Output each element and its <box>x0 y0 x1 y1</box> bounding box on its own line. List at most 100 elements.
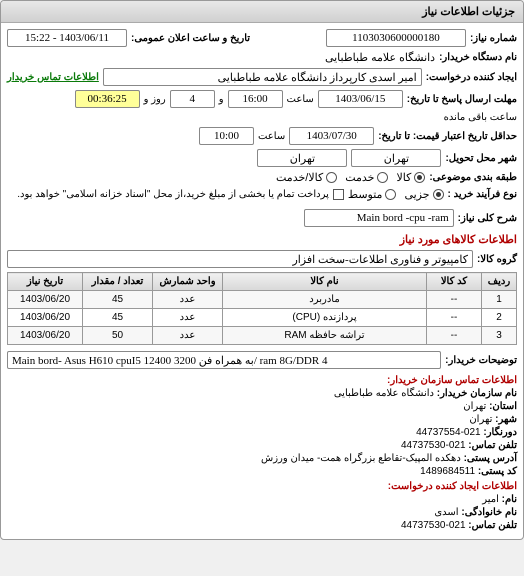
answer-days-input[interactable] <box>170 90 215 108</box>
table-cell: 1 <box>482 291 517 309</box>
table-cell: تراشه حافظه RAM <box>223 327 427 345</box>
row-need-desc: شرح کلی نیاز: <box>7 209 517 227</box>
price-date-input[interactable] <box>289 127 374 145</box>
subject-class-radios: کالا خدمت کالا/خدمت <box>276 171 425 184</box>
row-process-type: نوع فرآیند خرید : جزیی متوسط پرداخت تمام… <box>7 188 517 201</box>
address-value: دهکده المپیک-تقاطع بزرگراه همت- میدان ور… <box>261 453 461 464</box>
radio-both-label: کالا/خدمت <box>276 171 323 184</box>
radio-icon <box>377 172 388 183</box>
need-details-panel: جزئیات اطلاعات نیاز شماره نیاز: تاریخ و … <box>0 0 524 540</box>
table-cell: پردازنده (CPU) <box>223 309 427 327</box>
items-table: ردیف کد کالا نام کالا واحد شمارش تعداد /… <box>7 272 517 345</box>
row-buyer-notes: توضیحات خریدار: <box>7 351 517 369</box>
fax-value: 021-44737554 <box>416 427 481 438</box>
radio-kala[interactable]: کالا <box>396 171 425 184</box>
radio-medium-label: متوسط <box>348 188 383 201</box>
province-value: تهران <box>463 401 486 412</box>
answer-time-input[interactable] <box>228 90 283 108</box>
table-cell: 1403/06/20 <box>8 327 83 345</box>
table-cell: 1403/06/20 <box>8 309 83 327</box>
table-cell: عدد <box>153 309 223 327</box>
requester-label: ایجاد کننده درخواست: <box>426 72 517 83</box>
creator-phone-value: 021-44737530 <box>401 520 466 531</box>
table-cell: -- <box>427 291 482 309</box>
item-group-label: گروه کالا: <box>477 254 517 265</box>
delivery-city-label: شهر محل تحویل: <box>445 153 517 164</box>
panel-title: جزئیات اطلاعات نیاز <box>1 1 523 23</box>
creator-phone: تلفن تماس: 021-44737530 <box>7 520 517 531</box>
delivery-city-input[interactable] <box>257 149 347 167</box>
footer-address: آدرس پستی: دهکده المپیک-تقاطع بزرگراه هم… <box>7 453 517 464</box>
org-name-value: دانشگاه علامه طباطبایی <box>334 388 434 399</box>
row-item-group: گروه کالا: <box>7 250 517 268</box>
table-cell: عدد <box>153 291 223 309</box>
treasury-checkbox[interactable] <box>333 189 344 200</box>
requester-input[interactable] <box>103 68 422 86</box>
need-number-input[interactable] <box>326 29 466 47</box>
row-price-validity: حداقل تاریخ اعتبار قیمت: تا تاریخ: ساعت <box>7 127 517 145</box>
announce-label: تاریخ و ساعت اعلان عمومی: <box>131 33 250 44</box>
radio-service-label: خدمت <box>345 171 374 184</box>
postal-label: کد پستی: <box>478 466 517 477</box>
postal-value: 1489684511 <box>420 466 475 477</box>
row-delivery-city: شهر محل تحویل: <box>7 149 517 167</box>
radio-kala-label: کالا <box>396 171 411 184</box>
table-cell: مادربرد <box>223 291 427 309</box>
item-group-input[interactable] <box>7 250 473 268</box>
footer-province: استان: تهران <box>7 401 517 412</box>
table-cell: -- <box>427 309 482 327</box>
delivery-province-input[interactable] <box>351 149 441 167</box>
answer-deadline-label: مهلت ارسال پاسخ تا تاریخ: <box>407 94 517 105</box>
th-unit: واحد شمارش <box>153 273 223 291</box>
radio-icon <box>385 189 396 200</box>
contact-link[interactable]: اطلاعات تماس خریدار <box>7 72 99 83</box>
creator-title: اطلاعات ایجاد کننده درخواست: <box>7 481 517 492</box>
answer-and: و <box>219 94 224 105</box>
footer-section: اطلاعات تماس سازمان خریدار: نام سازمان خ… <box>7 375 517 531</box>
table-cell: 45 <box>83 309 153 327</box>
creator-name-label: نام: <box>502 494 517 505</box>
radio-medium[interactable]: متوسط <box>348 188 397 201</box>
need-desc-label: شرح کلی نیاز: <box>458 213 517 224</box>
table-cell: 50 <box>83 327 153 345</box>
need-desc-input[interactable] <box>304 209 454 227</box>
row-need-number: شماره نیاز: تاریخ و ساعت اعلان عمومی: <box>7 29 517 47</box>
th-row: ردیف <box>482 273 517 291</box>
th-date: تاریخ نیاز <box>8 273 83 291</box>
process-type-label: نوع فرآیند خرید : <box>448 189 517 200</box>
answer-remaining: ساعت باقی مانده <box>444 112 517 123</box>
need-number-label: شماره نیاز: <box>470 33 517 44</box>
process-type-radios: جزیی متوسط <box>348 188 444 201</box>
creator-family: نام خانوادگی: اسدی <box>7 507 517 518</box>
radio-service[interactable]: خدمت <box>345 171 388 184</box>
row-subject-class: طبقه بندی موضوعی: کالا خدمت کالا/خدمت <box>7 171 517 184</box>
creator-family-value: اسدی <box>434 507 458 518</box>
footer-phone: تلفن تماس: 021-44737530 <box>7 440 517 451</box>
city-label: شهر: <box>495 414 517 425</box>
row-buyer-dept: نام دستگاه خریدار: دانشگاه علامه طباطبای… <box>7 51 517 64</box>
buyer-notes-label: توضیحات خریدار: <box>445 355 517 366</box>
creator-family-label: نام خانوادگی: <box>461 507 517 518</box>
treasury-checkbox-label: پرداخت تمام یا بخشی از مبلغ خرید،از محل … <box>17 189 329 200</box>
price-time-input[interactable] <box>199 127 254 145</box>
answer-time-label: ساعت <box>287 94 314 105</box>
radio-both[interactable]: کالا/خدمت <box>276 171 337 184</box>
footer-city: شهر: تهران <box>7 414 517 425</box>
table-row: 2--پردازنده (CPU)عدد451403/06/20 <box>8 309 517 327</box>
table-cell: 1403/06/20 <box>8 291 83 309</box>
th-name: نام کالا <box>223 273 427 291</box>
radio-icon <box>433 189 444 200</box>
creator-name-value: امیر <box>482 494 499 505</box>
answer-date-input[interactable] <box>318 90 403 108</box>
footer-fax: دورنگار: 021-44737554 <box>7 427 517 438</box>
answer-countdown-input[interactable] <box>75 90 140 108</box>
price-validity-label: حداقل تاریخ اعتبار قیمت: تا تاریخ: <box>378 131 517 142</box>
phone-label: تلفن تماس: <box>468 440 517 451</box>
address-label: آدرس پستی: <box>464 453 517 464</box>
radio-minor-label: جزیی <box>404 188 429 201</box>
th-qty: تعداد / مقدار <box>83 273 153 291</box>
announce-input[interactable] <box>7 29 127 47</box>
buyer-notes-input[interactable] <box>7 351 441 369</box>
radio-icon <box>414 172 425 183</box>
radio-minor[interactable]: جزیی <box>404 188 443 201</box>
